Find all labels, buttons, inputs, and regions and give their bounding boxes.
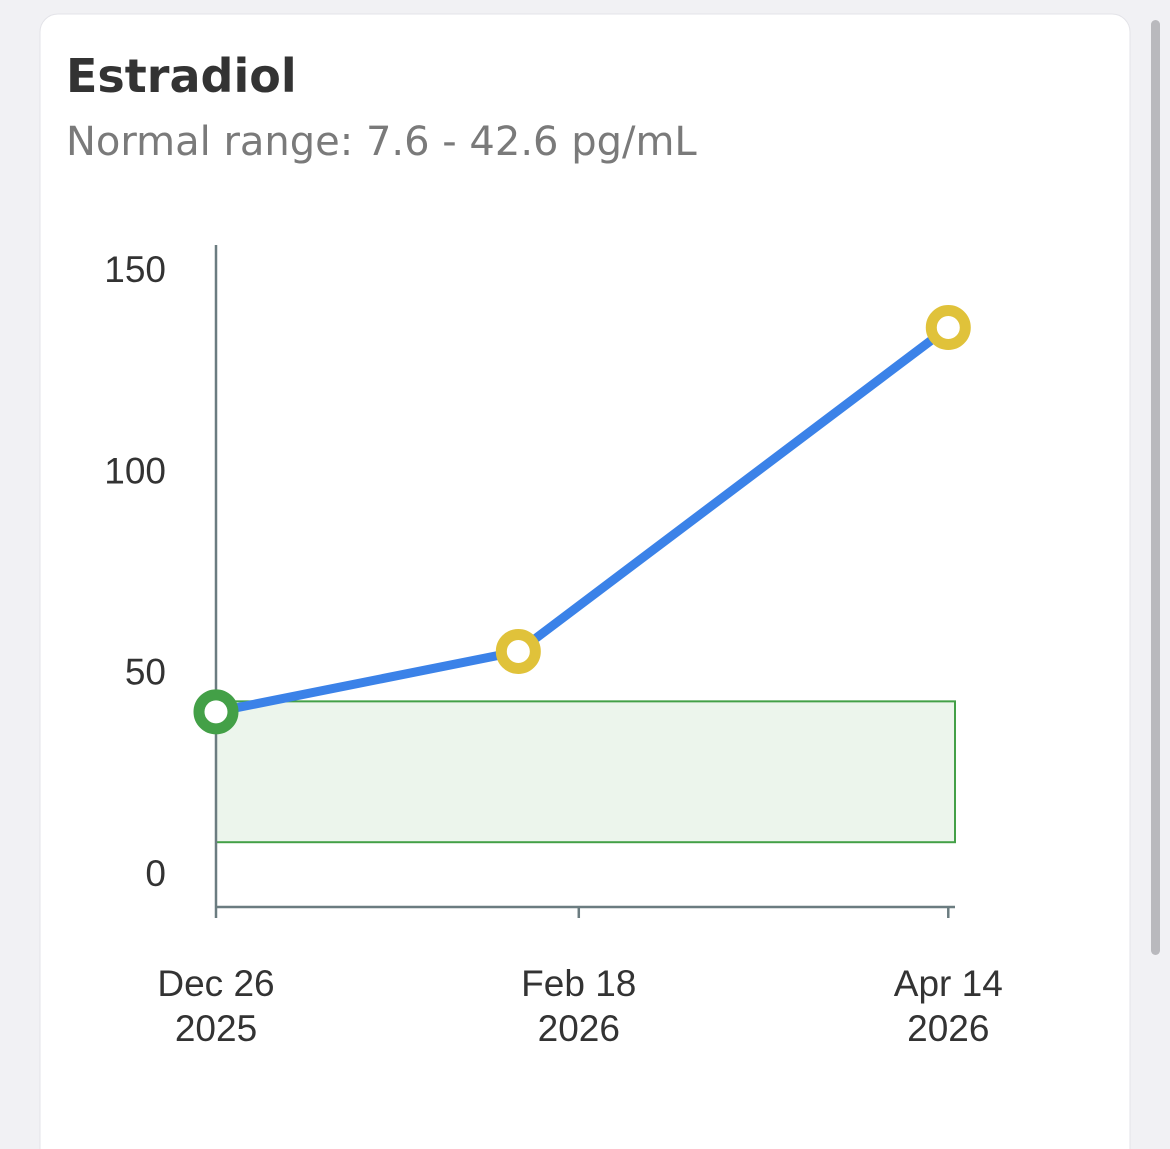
y-tick-label: 50: [125, 652, 166, 693]
y-tick-label: 150: [104, 249, 166, 290]
x-tick-label: Dec 26 2025: [157, 963, 274, 1049]
card: [39, 13, 1131, 1149]
plot: 0 50 100 150 Dec 26 2025 Feb 18 2026 Apr 14 2026: [104, 245, 1003, 1049]
chart-subtitle: Normal range: 7.6 - 42.6 pg/mL: [66, 119, 697, 165]
y-tick-label: 0: [145, 853, 166, 894]
chart-title: Estradiol: [66, 49, 297, 103]
data-point: [495, 628, 541, 674]
y-tick-label: 100: [104, 450, 166, 491]
scrollbar[interactable]: [1151, 20, 1160, 955]
x-tick-label: Feb 18 2026: [521, 963, 636, 1049]
data-point: [925, 304, 971, 350]
normal-range-band: [215, 700, 956, 844]
data-point: [193, 689, 239, 735]
x-tick-label: Apr 14 2026: [894, 963, 1003, 1049]
